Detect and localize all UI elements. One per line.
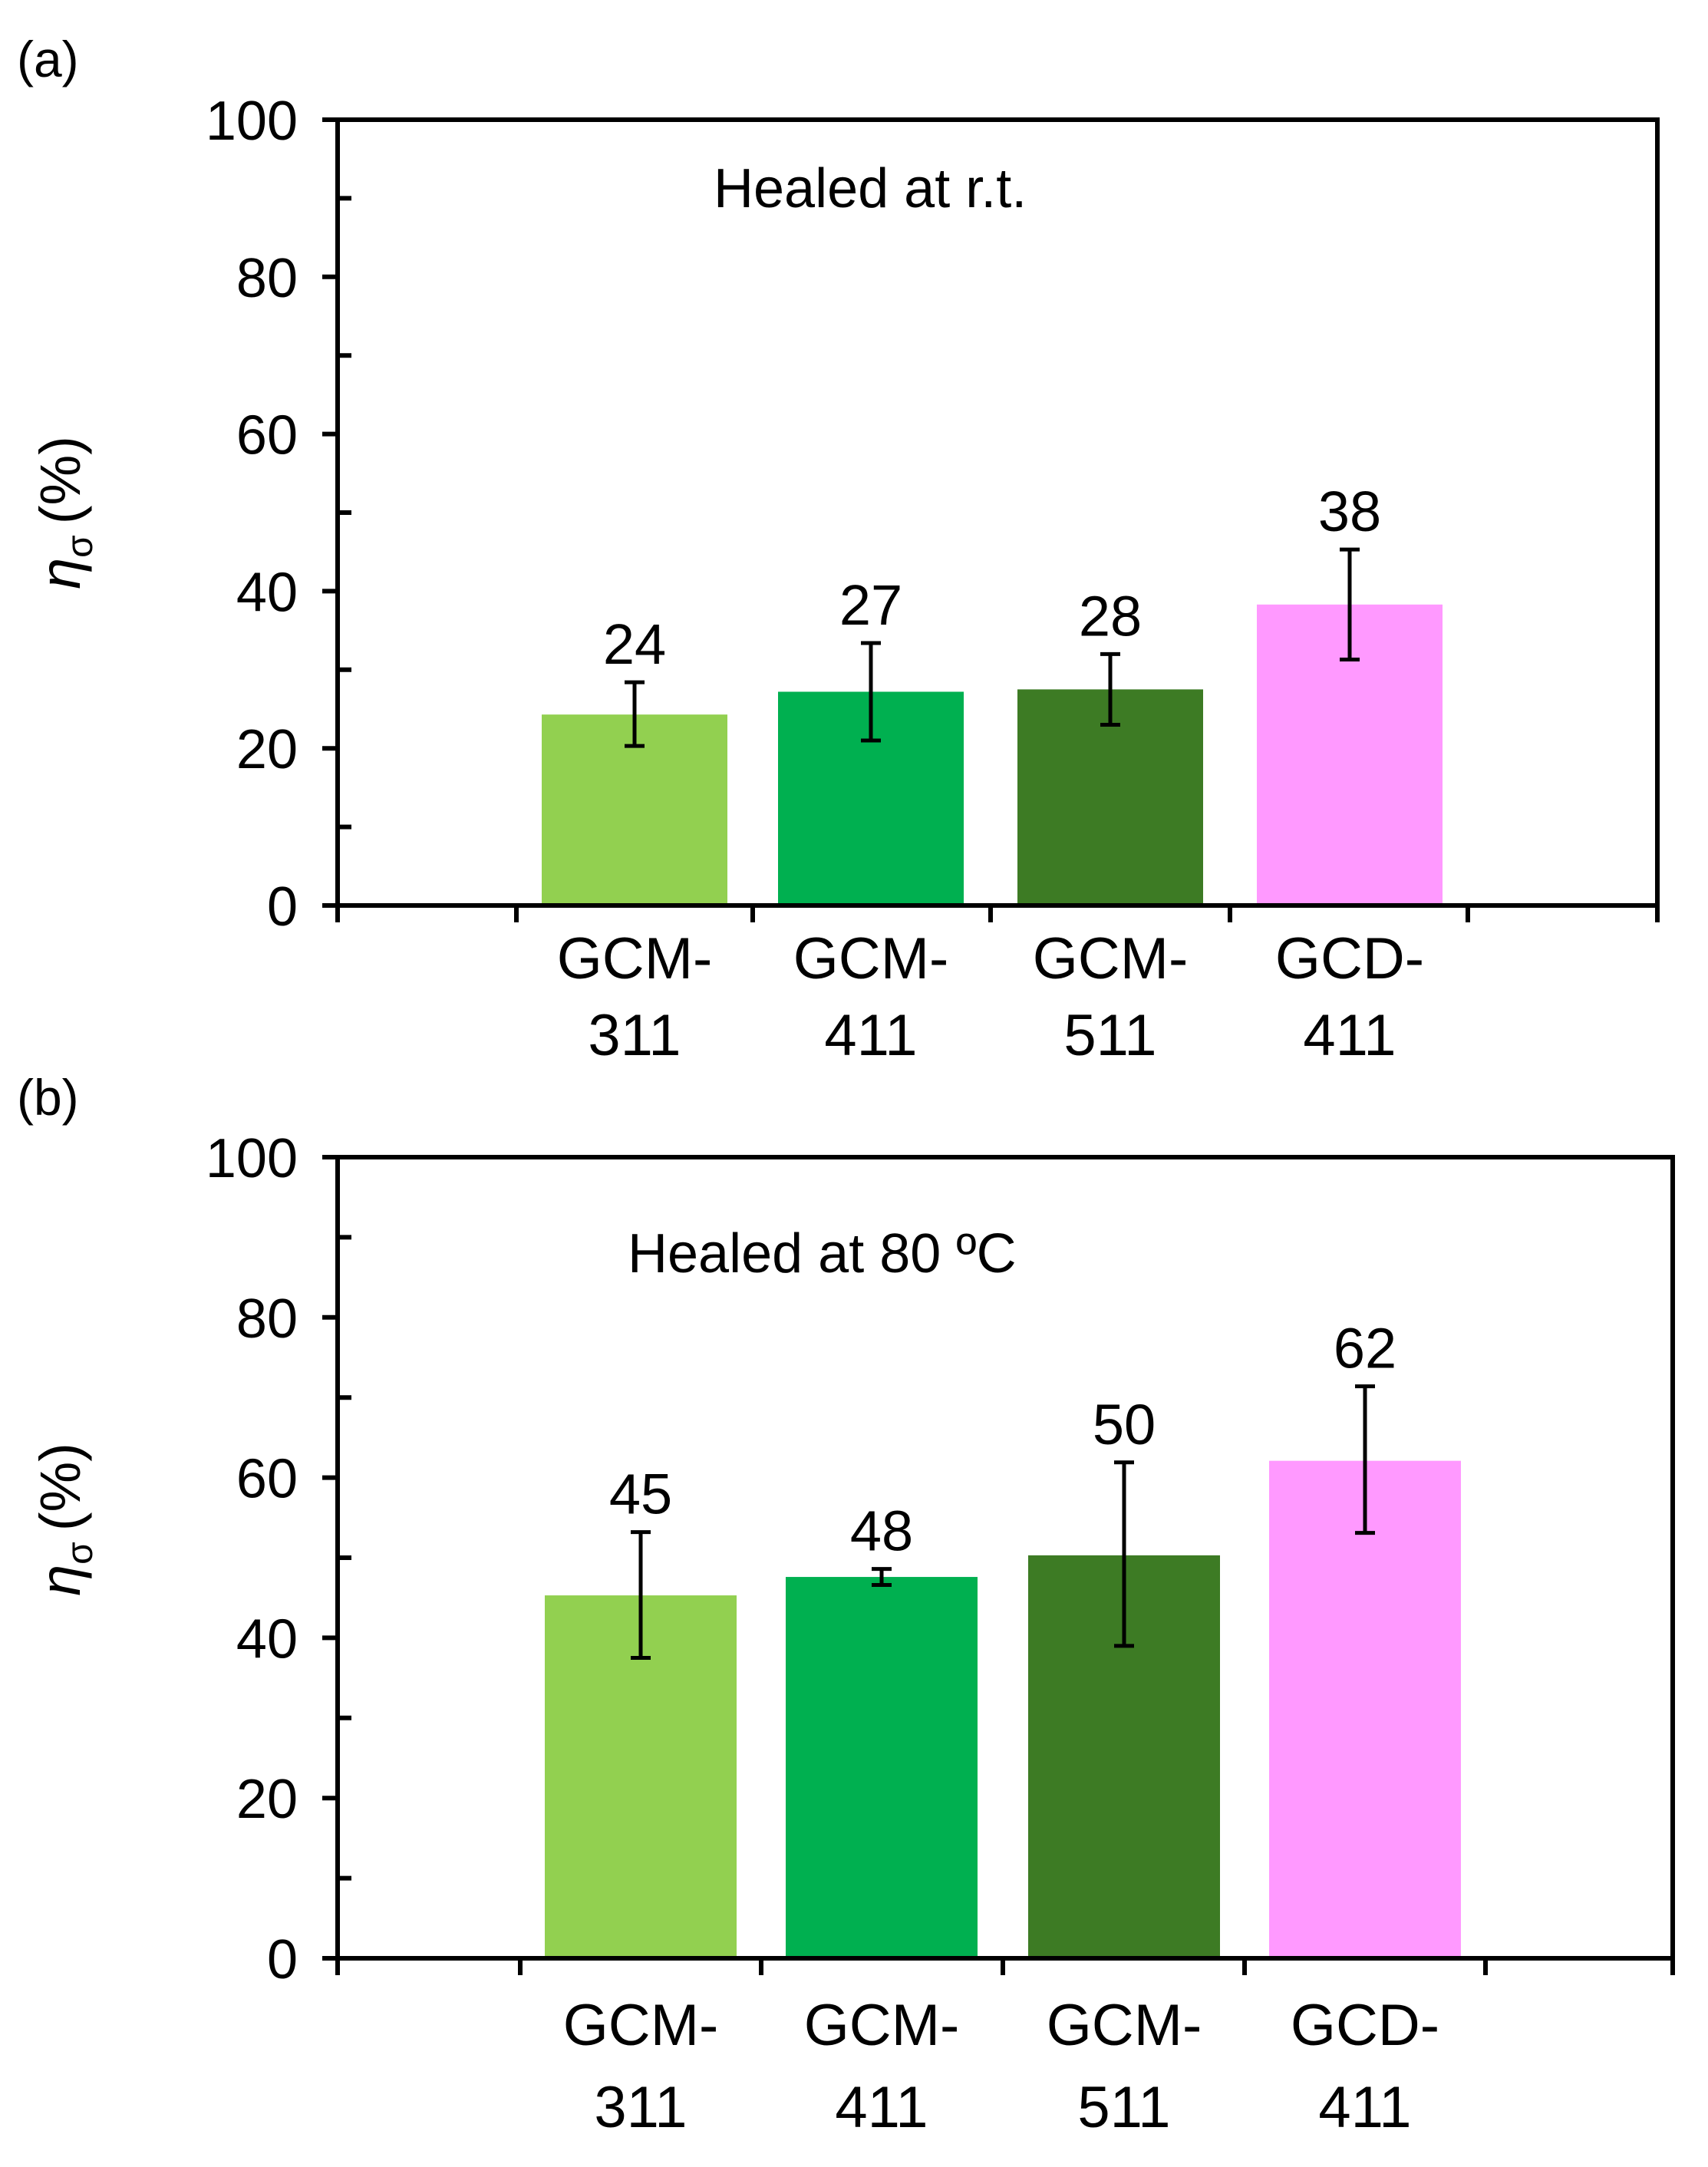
x-tick-label: 511 <box>1077 2075 1170 2140</box>
x-tick-label: GCD- <box>1291 1993 1439 2058</box>
x-tick-label: GCM- <box>1033 926 1189 991</box>
panel-label: (b) <box>17 1069 79 1126</box>
y-axis-label: ησ (%) <box>28 436 101 589</box>
data-label: 28 <box>1079 584 1142 648</box>
panel-label: (a) <box>17 31 79 87</box>
y-axis-label-symbol: η <box>28 558 92 589</box>
x-tick-label: 411 <box>1303 1003 1396 1068</box>
x-tick-label: GCM- <box>793 926 949 991</box>
y-axis-label-subscript: σ <box>60 535 101 558</box>
x-tick-label: 411 <box>824 1003 917 1068</box>
y-tick-label: 80 <box>236 1288 298 1350</box>
y-tick-label: 0 <box>267 876 298 938</box>
x-tick-label: GCM- <box>563 1993 719 2058</box>
y-axis-label-subscript: σ <box>60 1542 101 1565</box>
panel-b: (b) 0 20 40 60 80 100 45 48 50 62 GCM- 311 GCM- 411 GCM… <box>17 1069 1675 2140</box>
y-tick-label: 20 <box>236 1769 298 1830</box>
x-tick-label: GCD- <box>1275 926 1424 991</box>
data-label: 27 <box>839 573 902 637</box>
y-axis-label-unit: (%) <box>28 436 92 524</box>
y-tick-label: 100 <box>206 1128 298 1189</box>
data-label: 62 <box>1334 1317 1396 1380</box>
y-tick-label: 0 <box>267 1929 298 1991</box>
y-axis-label-symbol: η <box>28 1565 92 1596</box>
y-tick-label: 60 <box>236 405 298 467</box>
data-label: 48 <box>850 1499 913 1563</box>
y-tick-label: 80 <box>236 248 298 309</box>
data-label: 38 <box>1318 480 1381 543</box>
x-tick-label: 311 <box>588 1003 681 1068</box>
y-tick-label: 60 <box>236 1449 298 1510</box>
data-label: 45 <box>609 1463 672 1526</box>
x-tick-label: 511 <box>1063 1003 1156 1068</box>
data-label: 50 <box>1093 1393 1156 1456</box>
y-axis-label-unit: (%) <box>28 1443 92 1531</box>
y-tick-label: 20 <box>236 719 298 780</box>
bar <box>1269 1460 1461 1958</box>
x-tick-label: GCM- <box>557 926 713 991</box>
x-tick-label: GCM- <box>1047 1993 1202 2058</box>
x-tick-label: 311 <box>594 2075 687 2140</box>
y-tick-label: 40 <box>236 562 298 623</box>
y-axis-label: ησ (%) <box>28 1443 101 1596</box>
panel-a: (a) 0 20 40 60 80 100 24 27 28 38 GCM- 311 GCM- 411 GCM… <box>17 31 1660 1068</box>
x-tick-label: GCM- <box>804 1993 960 2058</box>
annotation: Healed at 80 ºC <box>628 1223 1017 1285</box>
y-tick-label: 40 <box>236 1608 298 1670</box>
x-tick-label: 411 <box>1318 2075 1411 2140</box>
y-tick-label: 100 <box>206 91 298 152</box>
bar <box>786 1577 978 1958</box>
plot-frame <box>335 117 1660 908</box>
x-tick-label: 411 <box>835 2075 928 2140</box>
data-label: 24 <box>603 612 666 676</box>
annotation: Healed at r.t. <box>714 158 1027 219</box>
